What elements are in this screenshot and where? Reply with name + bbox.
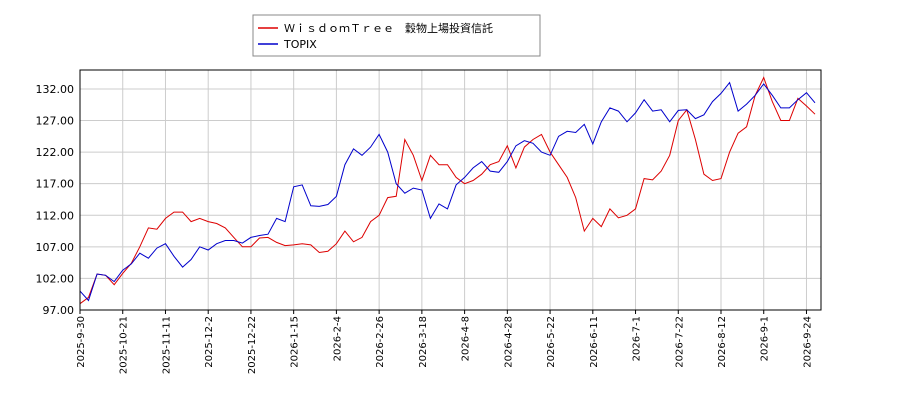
y-tick-label: 127.00: [36, 115, 75, 128]
y-tick-label: 117.00: [36, 178, 75, 191]
x-tick-label: 2025-12-2: [204, 316, 215, 368]
x-tick-label: 2025-9-30: [76, 316, 87, 368]
x-tick-label: 2026-5-22: [546, 316, 557, 368]
y-tick-label: 122.00: [36, 146, 75, 159]
x-tick-label: 2026-9-24: [802, 316, 813, 368]
x-tick-label: 2026-4-8: [461, 316, 472, 361]
y-tick-label: 132.00: [36, 83, 75, 96]
series-line: [79, 81, 816, 302]
x-tick-label: 2026-7-22: [674, 316, 685, 368]
x-tick-label: 2026-9-1: [760, 316, 771, 361]
legend-label: TOPIX: [283, 38, 317, 51]
legend-label: ＷｉｓｄｏｍＴｒｅｅ 穀物上場投資信託: [284, 21, 493, 35]
x-tick-label: 2025-11-11: [161, 316, 172, 374]
x-tick-label: 2025-10-21: [119, 316, 130, 374]
x-tick-label: 2026-3-18: [418, 316, 429, 368]
x-tick-label: 2026-1-15: [290, 316, 301, 368]
x-tick-label: 2026-6-11: [589, 316, 600, 368]
y-tick-label: 112.00: [36, 209, 75, 222]
x-tick-label: 2026-7-1: [632, 316, 643, 361]
y-tick-label: 107.00: [36, 241, 75, 254]
x-tick-label: 2026-2-26: [375, 316, 386, 368]
x-tick-label: 2026-2-4: [332, 316, 343, 361]
x-tick-label: 2025-12-22: [247, 316, 258, 374]
y-tick-label: 97.00: [43, 304, 75, 317]
legend-box: [252, 14, 541, 57]
x-tick-label: 2026-8-12: [717, 316, 728, 368]
y-tick-label: 102.00: [36, 272, 75, 285]
plot-border: [79, 69, 822, 311]
x-tick-label: 2026-4-28: [503, 316, 514, 368]
series-line: [79, 76, 816, 305]
